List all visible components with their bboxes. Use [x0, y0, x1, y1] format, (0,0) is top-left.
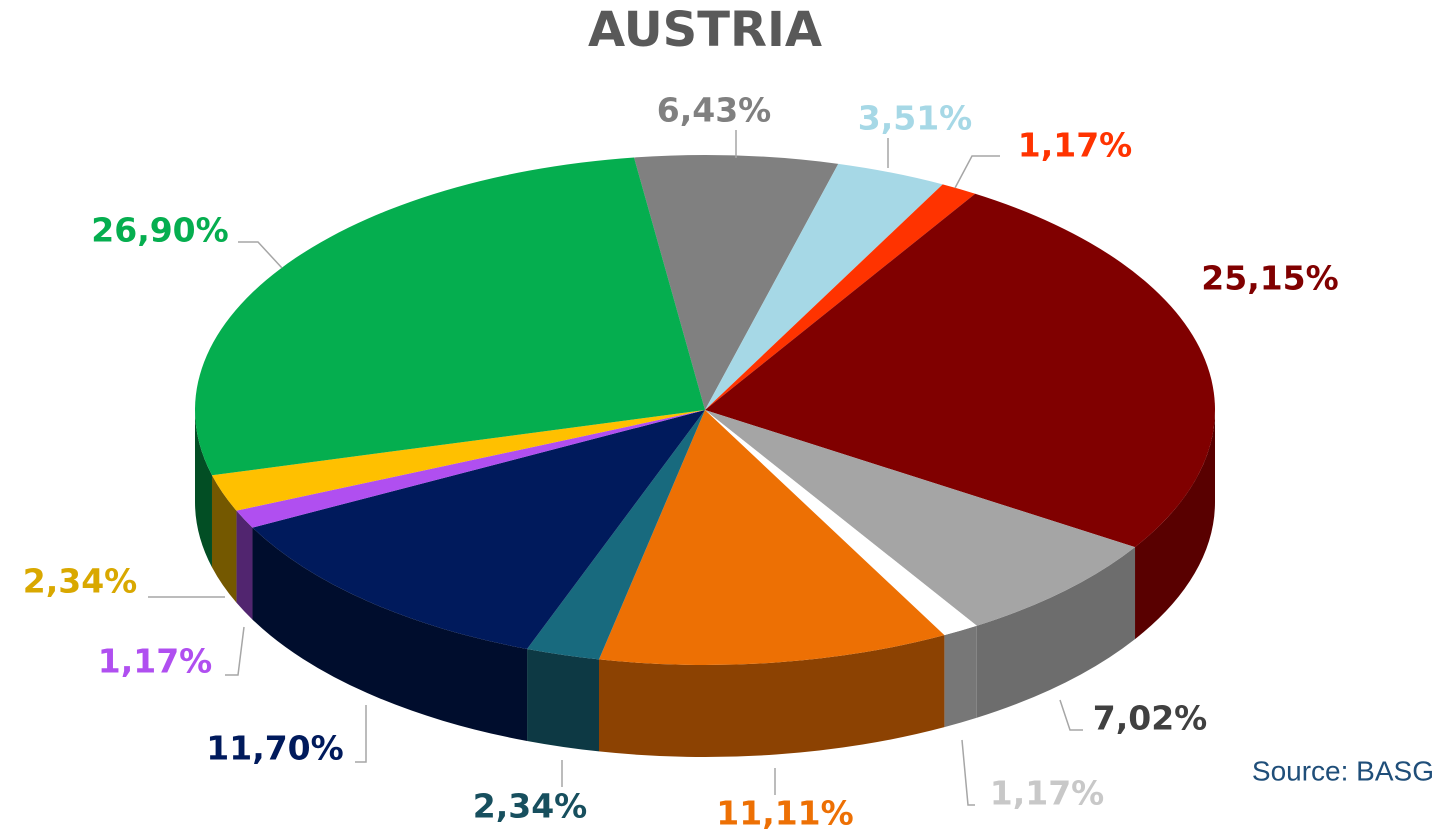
data-label: 26,90% [91, 211, 228, 250]
slice-top [236, 410, 705, 528]
data-label: 3,51% [858, 99, 973, 138]
slice-side [1135, 410, 1215, 640]
pie-slice [599, 410, 945, 757]
slice-top [705, 410, 977, 636]
slice-side [944, 625, 977, 728]
data-label: 25,15% [1201, 259, 1338, 298]
slice-side [527, 648, 599, 752]
slice-top [705, 410, 1136, 626]
data-label: 6,43% [657, 91, 772, 130]
pie-slice [705, 193, 1216, 640]
pie-slice [194, 157, 705, 568]
leader-line [225, 626, 245, 676]
leader-line [954, 155, 1000, 189]
pie-slice [211, 410, 706, 603]
slice-top [211, 410, 706, 511]
slice-top [705, 193, 1216, 548]
source-note: Source: BASG [1252, 755, 1434, 786]
slice-top [705, 184, 976, 410]
leader-line [355, 705, 367, 763]
slice-top [599, 410, 945, 665]
slice-side [599, 635, 945, 757]
slice-top [705, 163, 943, 410]
slice-side [195, 410, 212, 568]
data-label: 2,34% [473, 787, 588, 826]
slice-top [634, 154, 839, 410]
pie-slice [705, 184, 976, 410]
leader-line [961, 739, 975, 806]
slice-side [236, 510, 253, 620]
leader-line [1059, 699, 1083, 731]
pie-slice [527, 410, 705, 752]
data-label: 2,34% [23, 562, 138, 601]
slice-side [976, 547, 1136, 718]
slice-top [527, 410, 705, 660]
data-label: 1,17% [98, 642, 213, 681]
pie-slice [705, 410, 977, 728]
data-label: 11,11% [716, 794, 853, 833]
slice-side [252, 527, 528, 741]
pie-slice [236, 410, 705, 620]
pie-slice [252, 410, 706, 741]
leader-line [238, 241, 283, 269]
data-label: 11,70% [206, 729, 343, 768]
data-label: 7,02% [1093, 699, 1208, 738]
pie-slice [705, 410, 1136, 718]
data-label: 1,17% [1018, 126, 1133, 165]
data-label: 1,17% [990, 774, 1105, 813]
slice-side [211, 475, 237, 603]
pie-slice [634, 154, 839, 410]
chart-title: AUSTRIA [588, 2, 822, 58]
slice-top [194, 157, 705, 476]
slice-top [252, 410, 706, 649]
pie-slice [705, 163, 943, 410]
